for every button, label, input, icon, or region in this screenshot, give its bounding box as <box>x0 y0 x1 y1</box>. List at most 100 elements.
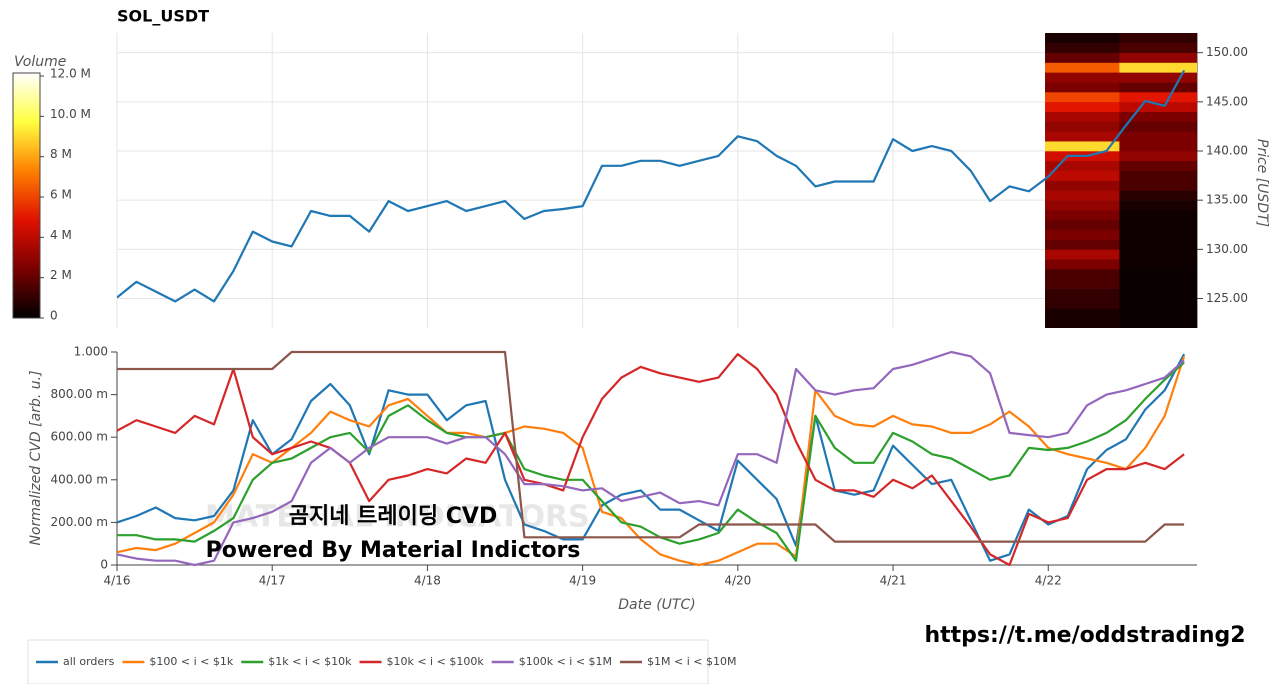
heatmap-cell <box>1045 298 1120 309</box>
heatmap-cell <box>1045 160 1120 171</box>
heatmap-cell <box>1119 62 1197 73</box>
y-tick-label: 150.00 <box>1206 45 1248 59</box>
legend-label: $1M < i < $10M <box>647 655 736 668</box>
y-tick-label: 1.000 <box>74 345 108 359</box>
heatmap-cell <box>1045 170 1120 181</box>
y-tick-label: 125.00 <box>1206 291 1248 305</box>
heatmap-cell <box>1045 62 1120 73</box>
series-line <box>117 350 1185 543</box>
x-tick-label: 4/20 <box>724 574 751 588</box>
y-tick-label: 200.00 m <box>51 515 109 529</box>
heatmap-cell <box>1119 288 1197 299</box>
colorbar <box>12 72 41 319</box>
series-line <box>117 353 1185 567</box>
heatmap-cell <box>1119 298 1197 309</box>
colorbar-tick-label: 4 M <box>50 228 72 242</box>
heatmap-cell <box>1119 82 1197 93</box>
series-line <box>117 353 1186 562</box>
heatmap-cell <box>1119 141 1197 152</box>
heatmap-cell <box>1119 259 1197 270</box>
heatmap-cell <box>1045 33 1120 44</box>
heatmap-cell <box>1119 92 1197 103</box>
series-line <box>117 350 1185 567</box>
heatmap-cell <box>1119 101 1197 112</box>
plot-lines <box>117 69 1186 303</box>
heatmap-cell <box>1119 190 1197 201</box>
annotation: 곰지네 트레이딩 CVD <box>289 504 497 529</box>
heatmap-cell <box>1045 278 1120 289</box>
y-tick-label: 130.00 <box>1206 242 1248 256</box>
heatmap-cell <box>1045 249 1120 260</box>
x-tick-label: 4/21 <box>880 574 907 588</box>
plot-lines <box>117 350 1186 567</box>
heatmap-cell <box>1119 131 1197 142</box>
y-tick-label: 0 <box>100 558 108 572</box>
legend-label: $100 < i < $1k <box>149 655 233 668</box>
legend-label: $10k < i < $100k <box>386 655 484 668</box>
heatmap-cell <box>1119 239 1197 250</box>
footer-link: https://t.me/oddstrading2 <box>924 623 1245 648</box>
annotation: Powered By Material Indictors <box>206 538 581 563</box>
heatmap-cell <box>1045 141 1120 152</box>
heatmap-cell <box>1045 82 1120 93</box>
heatmap-cell <box>1119 219 1197 230</box>
heatmap-cell <box>1119 210 1197 221</box>
heatmap-cell <box>1119 170 1197 181</box>
y-tick-label: 800.00 m <box>51 387 109 401</box>
heatmap-cell <box>1119 33 1197 44</box>
heatmap-cell <box>1045 269 1120 280</box>
heatmap-cell <box>1045 121 1120 132</box>
x-tick-label: 4/18 <box>414 574 441 588</box>
heatmap-cell <box>1045 72 1120 83</box>
heatmap <box>1045 33 1197 328</box>
heatmap-cell <box>1119 180 1197 191</box>
chart-title: SOL_USDT <box>117 7 209 26</box>
x-tick-label: 4/22 <box>1035 574 1062 588</box>
heatmap-cell <box>1119 278 1197 289</box>
x-tick-label: 4/16 <box>104 574 131 588</box>
series-line <box>117 355 1186 567</box>
colorbar-tick-label: 2 M <box>50 268 72 282</box>
heatmap-cell <box>1119 111 1197 122</box>
heatmap-cell <box>1045 101 1120 112</box>
y-axis-label: Normalized CVD [arb. u.] <box>28 370 44 545</box>
colorbar-tick-label: 10.0 M <box>50 107 91 121</box>
heatmap-cell <box>1119 200 1197 211</box>
y-tick-label: 145.00 <box>1206 94 1248 108</box>
heatmap-cell <box>1045 219 1120 230</box>
heatmap-cell <box>1045 239 1120 250</box>
heatmap-cell <box>1119 308 1197 319</box>
series-line <box>117 69 1186 303</box>
x-tick-label: 4/17 <box>259 574 286 588</box>
heatmap-cell <box>1045 200 1120 211</box>
colorbar-tick-label: 8 M <box>50 147 72 161</box>
heatmap-cell <box>1045 111 1120 122</box>
heatmap-cell <box>1119 160 1197 171</box>
heatmap-cell <box>1045 92 1120 103</box>
heatmap-cell <box>1119 72 1197 83</box>
colorbar-tick-label: 12.0 M <box>50 67 91 81</box>
heatmap-cell <box>1045 259 1120 270</box>
heatmap-cell <box>1119 229 1197 240</box>
y-tick-label: 140.00 <box>1206 144 1248 158</box>
legend-label: all orders <box>63 655 115 668</box>
y-tick-label: 400.00 m <box>51 472 109 486</box>
legend-label: $100k < i < $1M <box>519 655 612 668</box>
y-axis-label: Price [USDT] <box>1254 139 1270 227</box>
heatmap-cell <box>1119 318 1197 328</box>
x-axis-label: Date (UTC) <box>618 597 695 613</box>
y-tick-label: 600.00 m <box>51 430 109 444</box>
colorbar-tick-label: 0 <box>50 309 58 323</box>
heatmap-cell <box>1045 308 1120 319</box>
heatmap-cell <box>1045 52 1120 63</box>
series-line <box>117 361 1185 562</box>
heatmap-cell <box>1119 42 1197 53</box>
heatmap-cell <box>1045 42 1120 53</box>
x-tick-label: 4/19 <box>569 574 596 588</box>
y-tick-label: 135.00 <box>1206 193 1248 207</box>
heatmap-cell <box>1119 249 1197 260</box>
heatmap-cell <box>1119 269 1197 280</box>
watermark: MATERIAL INDICATORS <box>205 500 590 535</box>
heatmap-cell <box>1045 210 1120 221</box>
